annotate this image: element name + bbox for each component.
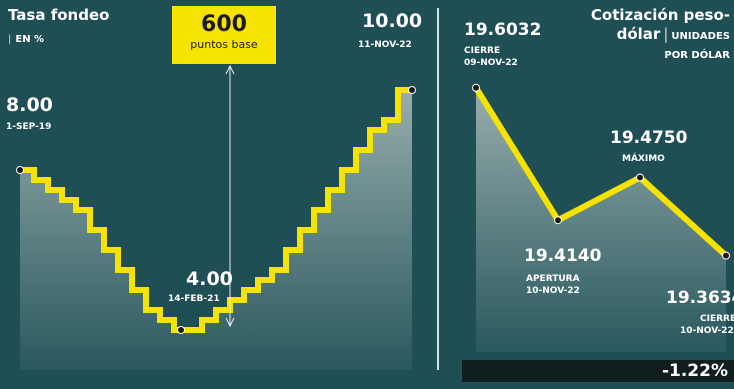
p1-date: 09-NOV-22 bbox=[464, 58, 518, 68]
fx-unit-line2: POR DÓLAR bbox=[664, 50, 730, 61]
callout-value: 600 bbox=[201, 12, 247, 37]
fx-panel: Cotización peso- dólar | UNIDADES POR DÓLA… bbox=[444, 0, 734, 389]
p3-tag: MÁXIMO bbox=[622, 154, 665, 164]
start-value: 8.00 bbox=[6, 94, 53, 116]
arrow-head-top bbox=[225, 64, 235, 75]
fx-point-2 bbox=[554, 216, 562, 225]
end-point bbox=[408, 86, 416, 94]
fondeo-area bbox=[20, 90, 412, 370]
start-date: 1-SEP-19 bbox=[6, 122, 52, 132]
p1-tag: CIERRE bbox=[464, 46, 501, 56]
fondeo-chart bbox=[16, 64, 416, 370]
fx-line bbox=[473, 86, 729, 258]
end-date: 11-NOV-22 bbox=[358, 40, 412, 50]
low-value: 4.00 bbox=[186, 268, 233, 290]
fx-point-4 bbox=[722, 251, 730, 260]
end-value: 10.00 bbox=[362, 10, 423, 32]
arrow-head-bottom bbox=[225, 317, 235, 328]
callout-label: puntos base bbox=[190, 38, 258, 51]
p4-tag: CIERRE bbox=[700, 314, 734, 324]
fx-point-1 bbox=[472, 83, 480, 92]
p2-tag: APERTURA bbox=[526, 274, 580, 284]
change-box: -1.22% bbox=[462, 360, 734, 382]
p4-value: 19.3634 bbox=[666, 288, 734, 308]
fx-title: Cotización peso- dólar | UNIDADES POR DÓLA… bbox=[530, 6, 730, 65]
fondeo-unit-text: EN % bbox=[15, 34, 45, 45]
fx-unit-line1: UNIDADES bbox=[671, 31, 730, 42]
start-point bbox=[16, 166, 24, 174]
fx-title-line1: Cotización peso- bbox=[590, 6, 730, 24]
p3-value: 19.4750 bbox=[610, 128, 688, 148]
low-point bbox=[177, 326, 185, 334]
fondeo-title: Tasa fondeo bbox=[8, 6, 110, 24]
change-value: -1.22% bbox=[661, 361, 728, 381]
basis-points-callout: 600 puntos base bbox=[172, 6, 276, 64]
p2-date: 10-NOV-22 bbox=[526, 286, 580, 296]
panel-divider bbox=[437, 8, 439, 370]
fx-area bbox=[476, 87, 726, 352]
low-date: 14-FEB-21 bbox=[168, 294, 220, 304]
p2-value: 19.4140 bbox=[524, 246, 602, 266]
fondeo-unit: | EN % bbox=[8, 34, 45, 45]
fx-point-3 bbox=[636, 173, 644, 182]
p4-date: 10-NOV-22 bbox=[680, 326, 734, 336]
fx-title-line2: dólar bbox=[616, 25, 661, 43]
p1-value: 19.6032 bbox=[464, 20, 542, 40]
fondeo-line bbox=[20, 87, 412, 333]
fondeo-panel: Tasa fondeo | EN % 600 puntos base 8.00 1… bbox=[6, 6, 423, 370]
